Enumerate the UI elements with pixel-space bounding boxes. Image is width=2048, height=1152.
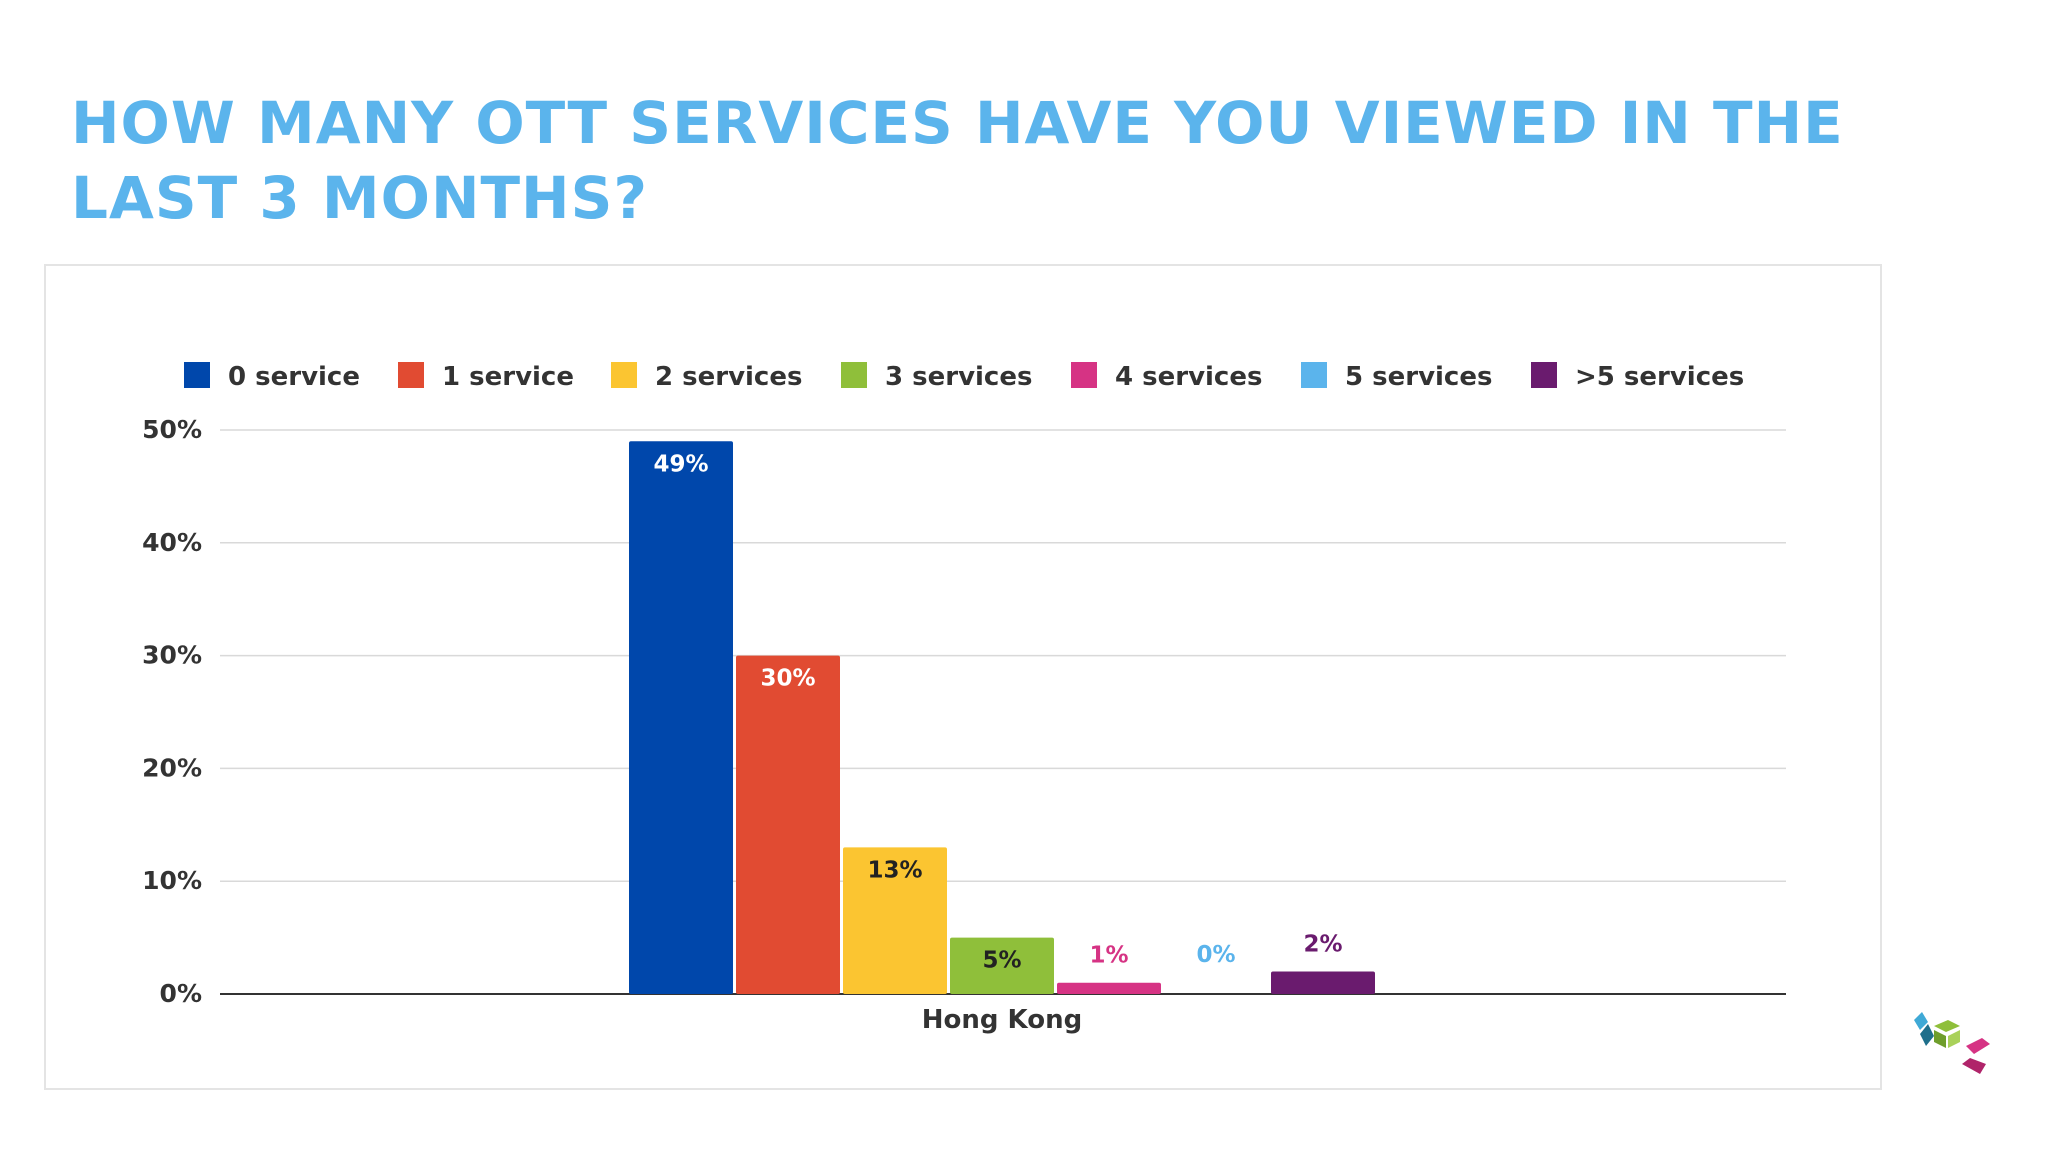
data-label: 30% <box>760 666 815 692</box>
chart-panel: 0 service 1 service 2 services 3 services 4 … <box>44 264 1882 1090</box>
y-tick-label: 10% <box>142 866 202 895</box>
data-label: 5% <box>982 948 1021 974</box>
legend-swatch <box>841 362 867 388</box>
y-axis-ticks: 0% 10% 20% 30% 40% 50% <box>142 415 202 1008</box>
legend-swatch <box>398 362 424 388</box>
bar-2-services <box>843 847 947 994</box>
chart-bars: 49% 30% 13% 5% 1% 0% 2% <box>629 441 1375 994</box>
data-label: 13% <box>867 857 922 883</box>
y-tick-label: 30% <box>142 641 202 670</box>
chart-gridlines <box>220 429 1786 995</box>
legend-swatch <box>1071 362 1097 388</box>
legend-swatch <box>611 362 637 388</box>
legend-swatch <box>1301 362 1327 388</box>
legend-label: 2 services <box>655 362 802 392</box>
chart-legend: 0 service 1 service 2 services 3 services 4 … <box>184 362 1744 392</box>
legend-label: 5 services <box>1345 362 1492 392</box>
brand-logo-icon <box>1914 1012 1990 1074</box>
legend-label: 4 services <box>1115 362 1262 392</box>
y-tick-label: 40% <box>142 528 202 557</box>
data-label: 49% <box>653 451 708 477</box>
slide-title: HOW MANY OTT SERVICES HAVE YOU VIEWED IN… <box>71 89 1844 232</box>
bar-4-services <box>1057 982 1161 994</box>
legend-label: 3 services <box>885 362 1032 392</box>
bar--5-services <box>1271 971 1375 994</box>
legend-label: 1 service <box>442 362 574 392</box>
bar-1-service <box>736 655 840 994</box>
data-label: 0% <box>1196 942 1235 968</box>
data-label: 1% <box>1089 943 1128 969</box>
legend-swatch <box>1531 362 1557 388</box>
legend-label: >5 services <box>1575 362 1744 392</box>
bar-0-service <box>629 441 733 994</box>
legend-swatch <box>184 362 210 388</box>
x-axis-labels: Hong Kong <box>922 1005 1082 1035</box>
y-tick-label: 50% <box>142 415 202 444</box>
data-label: 2% <box>1303 931 1342 957</box>
x-category-label: Hong Kong <box>922 1005 1082 1035</box>
legend-label: 0 service <box>228 362 360 392</box>
y-tick-label: 0% <box>160 979 202 1008</box>
y-tick-label: 20% <box>142 753 202 782</box>
bar-chart: 0 service 1 service 2 services 3 services 4 … <box>142 362 1786 1035</box>
bar-3-services <box>950 937 1054 994</box>
